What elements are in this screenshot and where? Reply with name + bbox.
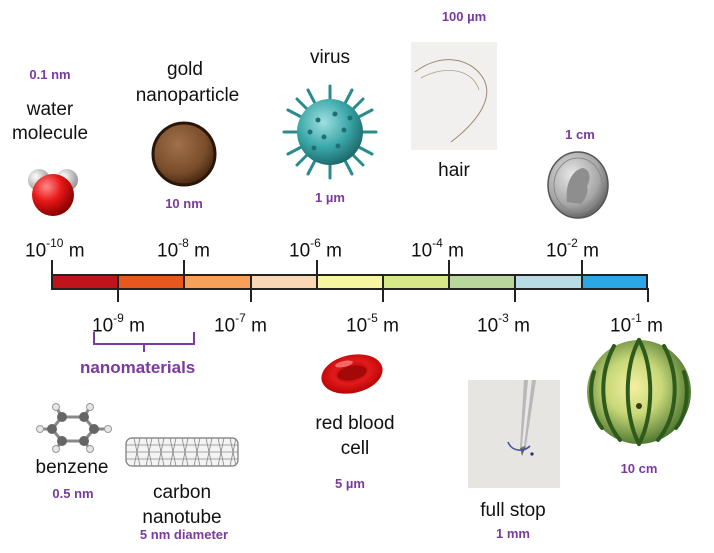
tick-label-1e-4: 10-4 m [411, 236, 464, 262]
coin-size: 1 cm [565, 127, 595, 142]
scale-segment [315, 274, 383, 290]
scale-tick-line [646, 288, 649, 302]
tick-label-1e-5: 10-5 m [346, 311, 399, 337]
water-label-line1: water [26, 99, 74, 120]
benzene-label: benzene [35, 457, 109, 478]
virus-icon [282, 84, 378, 180]
scale-tick-line [117, 288, 120, 302]
tick-label-1e-7: 10-7 m [214, 311, 267, 337]
nanomaterials-label: nanomaterials [80, 358, 196, 377]
scale-tick-line [315, 260, 318, 276]
hair-photo [411, 42, 497, 150]
tick-label-1e-9: 10-9 m [92, 311, 145, 337]
virus-size: 1 µm [315, 190, 345, 205]
scale-tick-line [249, 288, 252, 302]
virus-label: virus [309, 47, 351, 68]
full-stop-photo [468, 380, 560, 488]
scale-segment [183, 274, 251, 290]
scale-segment [249, 274, 317, 290]
nanotube-label-line2: nanotube [142, 507, 222, 528]
gold-size: 10 nm [165, 196, 203, 211]
scale-segment [51, 274, 119, 290]
scale-segment [117, 274, 185, 290]
tick-label-1e-10: 10-10 m [25, 236, 85, 262]
watermelon-icon [587, 338, 691, 446]
tick-label-1e-3: 10-3 m [477, 311, 530, 337]
water-size: 0.1 nm [29, 67, 71, 82]
coin-icon [547, 151, 609, 219]
hair-label: hair [438, 160, 470, 181]
water-label-line2: molecule [11, 123, 89, 144]
scale-segment [514, 274, 582, 290]
nanotube-size: 5 nm diameter [139, 527, 229, 542]
scale-tick-line [580, 260, 583, 276]
melon-size: 10 cm [620, 461, 658, 476]
benzene-icon [36, 403, 112, 453]
blood-size: 5 µm [335, 476, 365, 491]
gold-nanoparticle-icon [151, 121, 217, 187]
gold-label-line1: gold [167, 59, 203, 80]
scale-tick-line [448, 260, 451, 276]
nanotube-label-line1: carbon [152, 482, 212, 503]
blood-label-line1: red blood [315, 413, 395, 434]
tick-label-1e-1: 10-1 m [610, 311, 663, 337]
scale-segment [580, 274, 648, 290]
scale-tick-line [51, 260, 53, 276]
nanomaterials-bracket [93, 332, 195, 352]
tick-label-1e-2: 10-2 m [546, 236, 599, 262]
tick-label-1e-6: 10-6 m [289, 236, 342, 262]
scale-tick-line [183, 260, 186, 276]
scale-segment [448, 274, 516, 290]
fullstop-label: full stop [480, 500, 546, 521]
scale-tick-line [382, 288, 384, 302]
tick-label-1e-8: 10-8 m [157, 236, 210, 262]
scale-tick-line [514, 288, 517, 302]
carbon-nanotube-icon [125, 437, 239, 467]
scale-segment [382, 274, 450, 290]
water-molecule-icon [28, 169, 78, 216]
red-blood-cell-icon [321, 354, 383, 394]
gold-label-line2: nanoparticle [135, 85, 240, 106]
blood-label-line2: cell [340, 438, 370, 459]
hair-size: 100 µm [441, 9, 487, 24]
fullstop-size: 1 mm [496, 526, 530, 541]
benzene-size: 0.5 nm [52, 486, 94, 501]
